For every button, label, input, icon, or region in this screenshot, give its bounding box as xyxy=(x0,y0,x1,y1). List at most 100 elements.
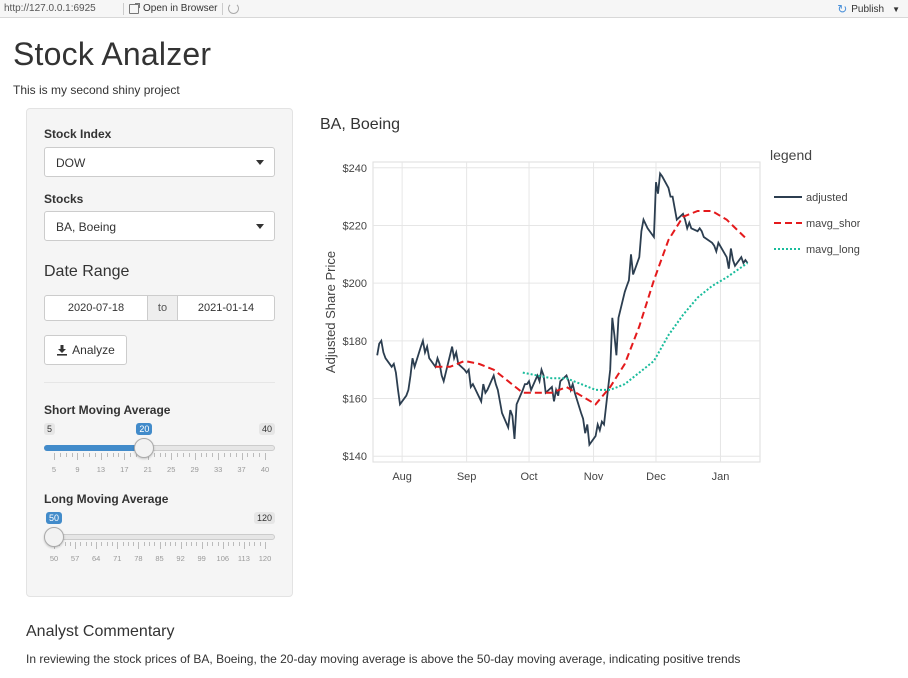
legend-item-label: mavg_short xyxy=(806,218,860,230)
page-title: Stock Analzer xyxy=(13,36,212,72)
publish-button[interactable]: ↻ Publish ▼ xyxy=(837,0,900,18)
slider-minor-tick xyxy=(229,453,231,457)
slider-tick xyxy=(194,453,196,460)
stocks-select[interactable]: BA, Boeing xyxy=(44,211,275,241)
commentary-text: In reviewing the stock prices of BA, Boe… xyxy=(26,652,741,666)
slider-tick-label: 33 xyxy=(213,465,223,474)
publish-label: Publish xyxy=(851,3,885,15)
toolbar-divider xyxy=(222,2,224,15)
stock-price-chart[interactable]: Aug Sep Oct Nov Dec Jan $140 $160 $180 $200 $220 $2… xyxy=(300,140,860,490)
stock-index-select[interactable]: DOW xyxy=(44,147,275,177)
analyze-button[interactable]: Analyze xyxy=(44,335,127,365)
slider-max-label: 40 xyxy=(258,423,275,435)
slider-minor-tick xyxy=(101,542,103,546)
slider-minor-tick xyxy=(159,453,161,457)
x-tick-label: Sep xyxy=(457,471,477,483)
slider-minor-tick xyxy=(89,453,91,457)
slider-minor-tick xyxy=(212,542,214,546)
slider-tick-label: 71 xyxy=(113,554,122,563)
slider-tick-label: 92 xyxy=(176,554,185,563)
slider-tick-label: 113 xyxy=(237,554,250,563)
slider-minor-tick xyxy=(249,542,251,546)
slider-tick xyxy=(75,542,77,549)
series-line-mavg-long xyxy=(522,262,749,391)
short-ma-slider[interactable]: 5 40 20 5 9 13 17 21 25 29 33 37 40 xyxy=(44,423,275,483)
slider-minor-tick xyxy=(154,542,156,546)
slider-min-label: 5 xyxy=(44,423,56,435)
slider-minor-tick xyxy=(247,453,249,457)
slider-minor-tick xyxy=(212,453,214,457)
slider-minor-tick xyxy=(95,453,97,457)
open-in-browser-label: Open in Browser xyxy=(143,3,218,14)
refresh-icon[interactable] xyxy=(228,3,240,14)
slider-minor-tick xyxy=(253,453,255,457)
slider-minor-tick xyxy=(223,453,225,457)
slider-minor-tick xyxy=(65,453,67,457)
slider-minor-tick xyxy=(191,542,193,546)
page-subtitle: This is my second shiny project xyxy=(13,83,180,97)
slider-minor-tick xyxy=(64,542,66,546)
y-tick-label: $180 xyxy=(343,336,367,348)
stocks-value: BA, Boeing xyxy=(56,220,117,234)
slider-minor-tick xyxy=(133,542,135,546)
open-in-browser-button[interactable]: Open in Browser xyxy=(129,2,218,14)
start-date-input[interactable]: 2020-07-18 xyxy=(44,295,148,321)
date-range-input: 2020-07-18 to 2021-01-14 xyxy=(44,295,275,321)
slider-minor-tick xyxy=(71,453,73,457)
long-ma-slider[interactable]: 50 120 50 50 57 64 71 78 85 92 99 106 113 120 xyxy=(44,512,275,572)
x-tick-label: Dec xyxy=(646,471,666,483)
slider-max-label: 120 xyxy=(253,512,275,524)
y-tick-label: $200 xyxy=(343,278,367,290)
slider-tick xyxy=(180,542,182,549)
slider-track[interactable] xyxy=(44,534,275,540)
y-tick-label: $160 xyxy=(343,394,367,406)
slider-tick xyxy=(171,453,173,460)
end-date-input[interactable]: 2021-01-14 xyxy=(177,295,275,321)
slider-minor-tick xyxy=(80,542,82,546)
y-axis-title: Adjusted Share Price xyxy=(323,251,338,373)
slider-minor-tick xyxy=(112,453,114,457)
slider-minor-tick xyxy=(228,542,230,546)
slider-tick-label: 78 xyxy=(134,554,143,563)
slider-minor-tick xyxy=(206,453,208,457)
slider-minor-tick xyxy=(90,542,92,546)
slider-handle[interactable] xyxy=(134,438,155,458)
slider-tick xyxy=(243,542,245,549)
slider-minor-tick xyxy=(185,542,187,546)
slider-ticks xyxy=(44,542,275,550)
x-tick-label: Oct xyxy=(520,471,537,483)
slider-minor-tick xyxy=(164,542,166,546)
slider-minor-tick xyxy=(235,453,237,457)
long-ma-label: Long Moving Average xyxy=(44,492,169,506)
slider-minor-tick xyxy=(153,453,155,457)
slider-tick xyxy=(218,453,220,460)
slider-tick xyxy=(265,542,266,549)
slider-minor-tick xyxy=(182,453,184,457)
slider-tick-label: 37 xyxy=(237,465,246,474)
legend-item-label: adjusted xyxy=(806,192,848,204)
slider-tick xyxy=(222,542,224,549)
download-icon xyxy=(57,345,68,356)
slider-value-label: 20 xyxy=(136,423,153,435)
slider-minor-tick xyxy=(233,542,235,546)
slider-minor-tick xyxy=(83,453,85,457)
slider-tick-label: 40 xyxy=(260,465,270,474)
stock-index-label: Stock Index xyxy=(44,127,112,141)
slider-tick-label: 64 xyxy=(92,554,101,563)
slider-tick xyxy=(241,453,243,460)
slider-minor-tick xyxy=(259,542,261,546)
slider-minor-tick xyxy=(122,542,124,546)
slider-ticks xyxy=(44,453,275,461)
slider-value-label: 50 xyxy=(45,512,63,524)
slider-tick-label: 13 xyxy=(96,465,106,474)
slider-tick-label: 29 xyxy=(190,465,199,474)
slider-tick xyxy=(100,453,102,460)
legend-item-label: mavg_long xyxy=(806,244,860,256)
slider-minor-tick xyxy=(59,453,61,457)
slider-minor-tick xyxy=(106,453,108,457)
slider-fill xyxy=(44,445,145,451)
slider-handle[interactable] xyxy=(44,527,64,547)
slider-minor-tick xyxy=(127,542,129,546)
date-range-separator: to xyxy=(148,295,177,321)
slider-tick-label: 9 xyxy=(75,465,80,474)
